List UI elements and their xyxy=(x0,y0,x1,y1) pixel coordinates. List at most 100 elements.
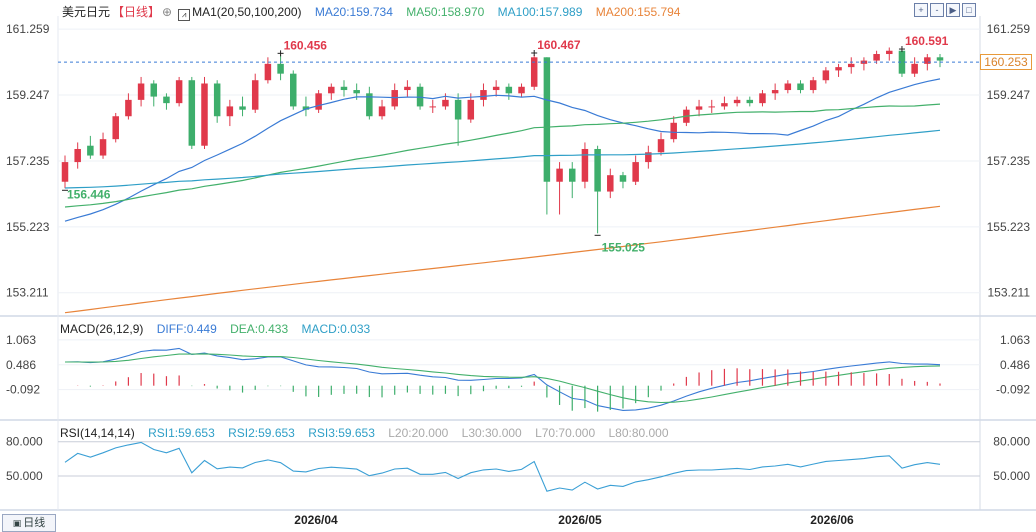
current-price-tag: 160.253 xyxy=(980,54,1032,70)
candle-body xyxy=(353,90,360,94)
rsi-header: RSI(14,14,14) RSI1:59.653 RSI2:59.653 RS… xyxy=(60,423,679,443)
candle-body xyxy=(568,168,576,182)
candle-body xyxy=(125,99,132,117)
candle-body xyxy=(873,54,880,61)
low-price-label: 155.025 xyxy=(602,240,646,254)
candle-body xyxy=(391,90,398,107)
candle-body xyxy=(695,106,703,110)
date-tick-label: 2026/06 xyxy=(810,513,854,527)
candle-body xyxy=(607,175,614,192)
candle-body xyxy=(746,99,754,104)
candle-body xyxy=(898,50,906,74)
candle-body xyxy=(581,148,589,182)
high-price-label: 160.467 xyxy=(537,38,581,52)
candle-body xyxy=(835,67,842,71)
ma50-line xyxy=(64,103,941,208)
ma100-line xyxy=(64,129,941,189)
expand-icon: ▣ xyxy=(12,518,22,528)
ma200-value: MA200:155.794 xyxy=(595,5,681,19)
period-switch-label: 日线 xyxy=(23,517,46,529)
candle-body xyxy=(378,106,386,117)
rsi3-value: RSI3:59.653 xyxy=(308,426,375,440)
candle-body xyxy=(708,106,715,108)
candle-body xyxy=(163,96,170,104)
candle-body xyxy=(404,86,411,91)
rsi2-value: RSI2:59.653 xyxy=(228,426,295,440)
candle-body xyxy=(936,57,944,61)
candle-body xyxy=(150,83,158,97)
macd-tick-label-left: 1.063 xyxy=(6,333,36,347)
candle-body xyxy=(543,57,551,182)
macd-label: MACD(26,12,9) xyxy=(60,322,144,336)
candle-body xyxy=(784,83,792,91)
rsi-tick-label-right: 50.000 xyxy=(993,469,1030,483)
date-tick-label: 2026/04 xyxy=(294,513,338,527)
candle-body xyxy=(670,122,677,140)
candle-body xyxy=(277,63,284,74)
price-tick-label-right: 159.247 xyxy=(987,88,1031,102)
candle-body xyxy=(315,93,322,110)
zoom-in-icon[interactable]: + xyxy=(914,3,928,17)
high-price-label: 160.591 xyxy=(905,34,949,48)
price-tick-label-right: 153.211 xyxy=(988,286,1031,300)
dea-line xyxy=(65,353,941,404)
price-tick-label-left: 155.223 xyxy=(6,220,50,234)
candle-body xyxy=(797,83,804,91)
candle-body xyxy=(188,80,196,146)
ma50-value: MA50:158.970 xyxy=(406,5,485,19)
price-header: 美元日元 【日线】 ⊕ ⩘ MA1(20,50,100,200) MA20:159.73… xyxy=(62,2,690,22)
high-price-label: 160.456 xyxy=(284,38,328,52)
ma-label: MA1(20,50,100,200) xyxy=(192,5,302,19)
candle-body xyxy=(530,57,538,87)
l20-value: L20:20.000 xyxy=(388,426,449,440)
macd-tick-label-right: 0.486 xyxy=(1000,358,1030,372)
candle-body xyxy=(645,152,652,163)
diff-value: DIFF:0.449 xyxy=(156,322,217,336)
chart-icon[interactable]: ⩘ xyxy=(178,9,191,21)
low-price-label: 156.446 xyxy=(67,187,111,201)
macd-header: MACD(26,12,9) DIFF:0.449 DEA:0.433 MACD:… xyxy=(60,319,380,339)
candle-body xyxy=(442,99,449,107)
candle-body xyxy=(201,83,208,146)
price-tick-label-right: 155.223 xyxy=(987,220,1031,234)
zoom-out-icon[interactable]: - xyxy=(930,3,944,17)
candle-body xyxy=(518,86,525,94)
ma100-value: MA100:157.989 xyxy=(497,5,583,19)
macd-value: MACD:0.033 xyxy=(301,322,371,336)
candle-body xyxy=(302,106,310,110)
play-icon[interactable]: ▶ xyxy=(946,3,960,17)
price-tick-label-left: 161.259 xyxy=(6,22,50,36)
candle-body xyxy=(492,86,500,91)
price-tick-label-right: 161.259 xyxy=(987,22,1031,36)
candle-body xyxy=(556,168,563,182)
date-tick-label: 2026/05 xyxy=(558,513,602,527)
candle-body xyxy=(847,63,855,68)
candle-body xyxy=(759,93,766,104)
price-tick-label-left: 157.235 xyxy=(6,154,50,168)
fullscreen-icon[interactable]: □ xyxy=(962,3,976,17)
candle-body xyxy=(61,162,69,182)
candle-body xyxy=(226,106,234,117)
candle-body xyxy=(74,148,81,163)
period-switch-button[interactable]: ▣ 日线 xyxy=(2,514,56,532)
candle-body xyxy=(467,99,475,120)
candle-body xyxy=(721,103,728,107)
l70-value: L70:70.000 xyxy=(535,426,596,440)
l80-value: L80:80.000 xyxy=(608,426,669,440)
rsi-label: RSI(14,14,14) xyxy=(60,426,135,440)
price-tick-label-left: 153.211 xyxy=(6,286,49,300)
rsi-tick-label-left: 80.000 xyxy=(6,435,43,449)
candle-body xyxy=(429,106,437,108)
price-tick-label-right: 157.235 xyxy=(987,154,1031,168)
candle-body xyxy=(137,83,145,100)
candle-body xyxy=(733,99,741,104)
candle-body xyxy=(175,80,183,104)
rsi-line xyxy=(64,441,941,492)
candle-body xyxy=(264,63,272,81)
period-label[interactable]: 【日线】 xyxy=(112,5,161,19)
macd-tick-label-right: 1.063 xyxy=(1000,333,1030,347)
rsi-tick-label-left: 50.000 xyxy=(6,469,43,483)
circle-plus-icon[interactable]: ⊕ xyxy=(162,5,173,19)
